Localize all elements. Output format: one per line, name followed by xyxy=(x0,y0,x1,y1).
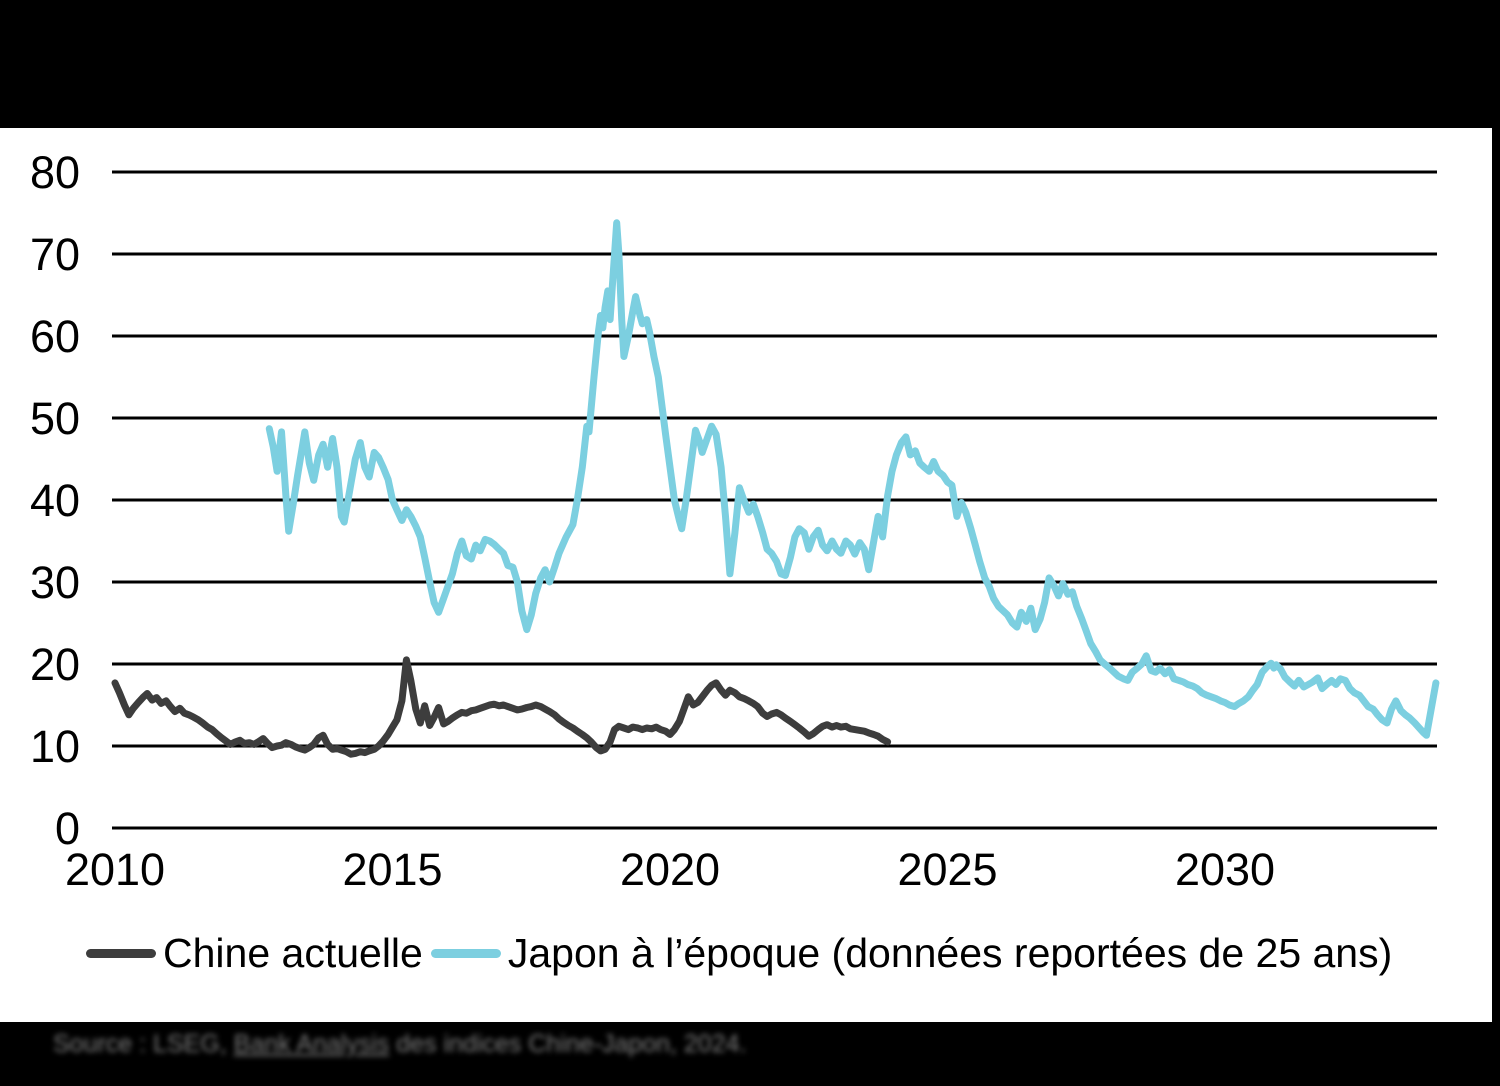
x-tick-label-2015: 2015 xyxy=(342,844,442,895)
y-tick-label-30: 30 xyxy=(30,557,80,608)
x-tick-label-2020: 2020 xyxy=(620,844,720,895)
legend-swatch-japon xyxy=(430,949,501,958)
y-tick-label-20: 20 xyxy=(30,639,80,690)
y-tick-label-10: 10 xyxy=(30,721,80,772)
series-line-chine xyxy=(111,656,892,758)
legend-label-japon: Japon à l’époque (données reportées de 2… xyxy=(507,930,1393,976)
source-note-text-end: des indices Chine-Japon, 2024. xyxy=(389,1030,747,1058)
source-note-link: Bank Analysis xyxy=(233,1030,390,1058)
x-tick-label-2025: 2025 xyxy=(897,844,997,895)
legend-item-japon: Japon à l’époque (données reportées de 2… xyxy=(430,930,1393,977)
x-tick-label-2030: 2030 xyxy=(1175,844,1275,895)
y-tick-label-50: 50 xyxy=(30,393,80,444)
series-line-japon xyxy=(265,219,1440,739)
footer-band: Source : LSEG, Bank Analysis des indices… xyxy=(0,1022,1500,1086)
chart-panel: 0 10 20 30 40 50 60 70 80 2010 2015 2020 2025 2030 Ch… xyxy=(0,128,1492,1022)
y-tick-label-80: 80 xyxy=(30,147,80,198)
y-tick-label-40: 40 xyxy=(30,475,80,526)
legend: Chine actuelle Japon à l’époque (données… xyxy=(86,930,1392,977)
y-tick-label-60: 60 xyxy=(30,311,80,362)
legend-swatch-chine xyxy=(86,949,156,958)
source-note-text: Source : LSEG, xyxy=(53,1030,234,1058)
legend-label-chine: Chine actuelle xyxy=(163,930,423,976)
legend-item-chine: Chine actuelle xyxy=(86,930,423,977)
y-tick-label-0: 0 xyxy=(55,803,80,854)
y-tick-label-70: 70 xyxy=(30,229,80,280)
source-note: Source : LSEG, Bank Analysis des indices… xyxy=(53,1030,746,1059)
x-tick-label-2010: 2010 xyxy=(65,844,165,895)
